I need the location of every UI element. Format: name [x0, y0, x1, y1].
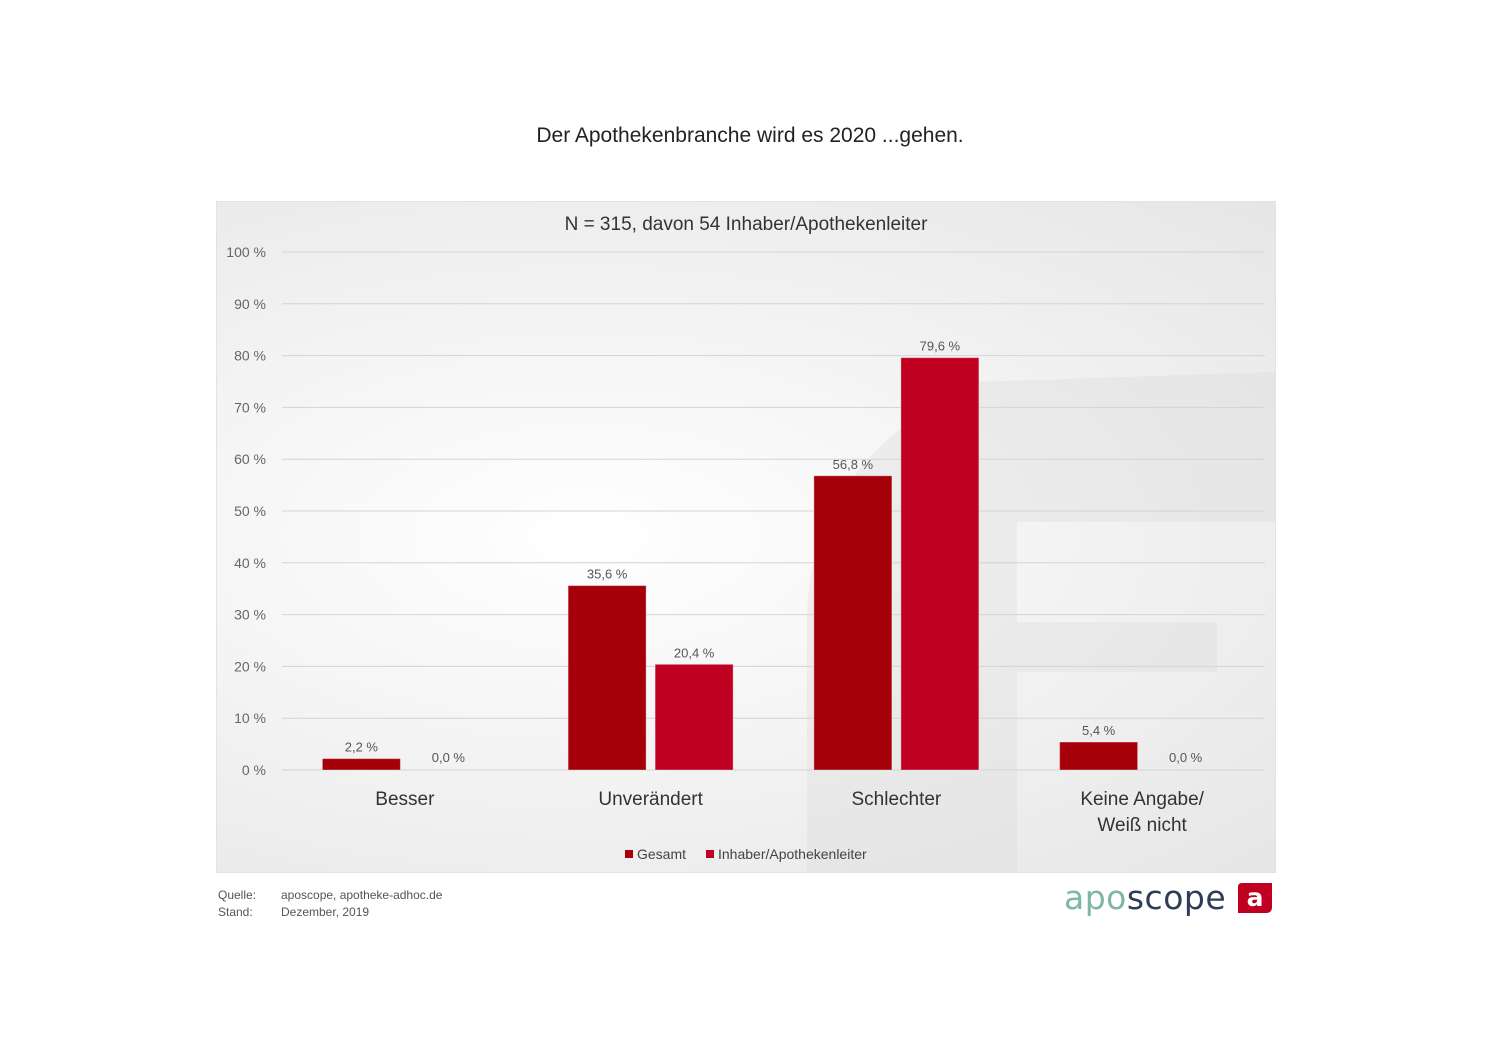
chart-subtitle: N = 315, davon 54 Inhaber/Apothekenleite… — [565, 214, 929, 235]
bar-gesamt — [321, 758, 401, 771]
x-category-label: Unverändert — [598, 789, 703, 810]
legend-swatch — [706, 850, 714, 858]
bar-chart: N = 315, davon 54 Inhaber/Apothekenleite… — [226, 214, 1275, 872]
page-title: Der Apothekenbranche wird es 2020 ...geh… — [536, 124, 964, 147]
date-value: Dezember, 2019 — [281, 905, 370, 919]
bar-gesamt — [813, 475, 893, 771]
y-tick-label: 50 % — [234, 503, 266, 519]
y-tick-label: 80 % — [234, 348, 266, 364]
legend-swatch — [625, 850, 633, 858]
bar-gesamt — [567, 585, 647, 771]
x-category-label: Weiß nicht — [1097, 815, 1187, 836]
logo-part-apo: apo — [1064, 878, 1127, 917]
legend-label: Gesamt — [637, 846, 686, 862]
source-label: Quelle: — [218, 888, 257, 902]
badge-letter: a — [1247, 883, 1264, 912]
y-tick-label: 0 % — [242, 762, 266, 778]
x-category-label: Besser — [375, 789, 435, 810]
data-label: 2,2 % — [345, 740, 379, 755]
apotheke-adhoc-logo-icon: a — [1238, 883, 1272, 913]
y-tick-label: 20 % — [234, 658, 266, 674]
y-tick-label: 30 % — [234, 607, 266, 623]
bar-gesamt — [1059, 741, 1139, 771]
y-tick-label: 60 % — [234, 451, 266, 467]
y-tick-label: 100 % — [226, 244, 266, 260]
y-tick-label: 40 % — [234, 555, 266, 571]
y-tick-label: 70 % — [234, 399, 266, 415]
data-label: 56,8 % — [833, 457, 874, 472]
bar-inhaber — [900, 357, 980, 771]
logo-part-scope: scope — [1126, 878, 1227, 917]
chart-panel: N = 315, davon 54 Inhaber/Apothekenleite… — [216, 201, 1276, 873]
data-label: 0,0 % — [432, 750, 466, 765]
y-tick-label: 90 % — [234, 296, 266, 312]
source-value: aposcope, apotheke-adhoc.de — [281, 888, 443, 902]
data-label: 20,4 % — [674, 645, 715, 660]
data-label: 5,4 % — [1082, 723, 1116, 738]
data-label: 79,6 % — [920, 339, 961, 354]
x-category-label: Schlechter — [851, 789, 941, 810]
legend-label: Inhaber/Apothekenleiter — [718, 846, 867, 862]
x-category-label: Keine Angabe/ — [1080, 789, 1204, 810]
aposcope-logo: aposcope — [1064, 878, 1226, 917]
bar-inhaber — [654, 663, 734, 771]
date-label: Stand: — [218, 905, 253, 919]
y-tick-label: 10 % — [234, 710, 266, 726]
data-label: 0,0 % — [1169, 750, 1203, 765]
data-label: 35,6 % — [587, 567, 628, 582]
